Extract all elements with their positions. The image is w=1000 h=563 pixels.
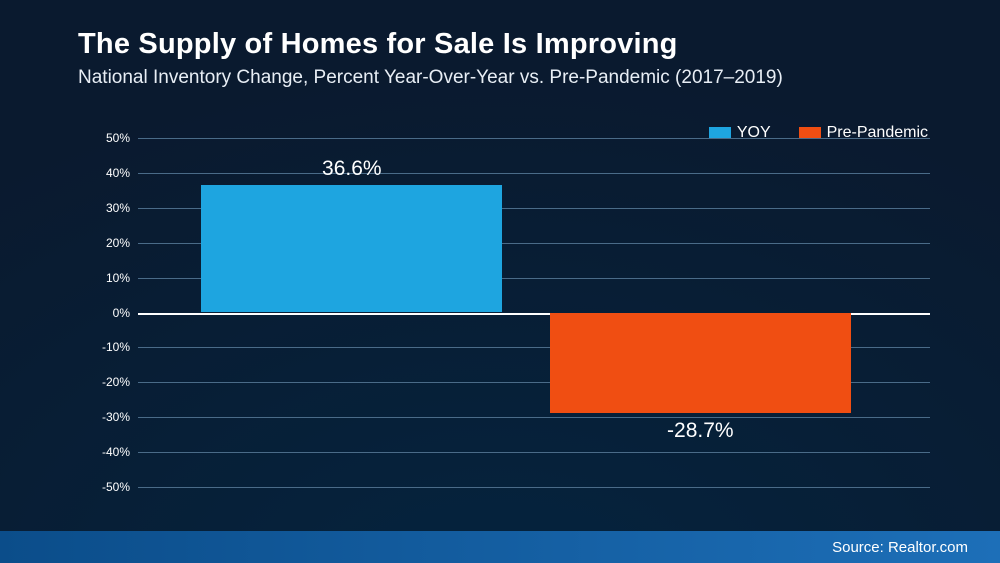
gridline: [138, 487, 930, 488]
y-axis-label: 40%: [80, 166, 130, 180]
y-axis-label: 10%: [80, 271, 130, 285]
y-axis-label: 50%: [80, 131, 130, 145]
y-axis-label: -50%: [80, 480, 130, 494]
y-axis-label: -10%: [80, 340, 130, 354]
plot-area: 36.6% -28.7%: [138, 138, 930, 487]
y-axis-label: -40%: [80, 445, 130, 459]
gridline: [138, 417, 930, 418]
source-label: Source: Realtor.com: [832, 539, 968, 556]
gridline: [138, 173, 930, 174]
gridline: [138, 138, 930, 139]
bar-yoy: [201, 185, 502, 313]
bar-prepandemic: [550, 313, 851, 413]
bar-value-label-yoy: 36.6%: [322, 157, 382, 181]
chart-area: YOYPre-Pandemic 36.6%-28.7% -50%-40%-30%…: [80, 122, 940, 503]
title-block: The Supply of Homes for Sale Is Improvin…: [78, 28, 960, 89]
chart-subtitle: National Inventory Change, Percent Year-…: [78, 67, 960, 89]
y-axis-label: -30%: [80, 410, 130, 424]
y-axis-label: 20%: [80, 236, 130, 250]
footer-bar: Source: Realtor.com: [0, 531, 1000, 563]
gridline: [138, 452, 930, 453]
y-axis-label: 0%: [80, 306, 130, 320]
y-axis-label: 30%: [80, 201, 130, 215]
chart-title: The Supply of Homes for Sale Is Improvin…: [78, 28, 960, 61]
bar-value-label-prepandemic: -28.7%: [667, 419, 734, 443]
y-axis-label: -20%: [80, 375, 130, 389]
